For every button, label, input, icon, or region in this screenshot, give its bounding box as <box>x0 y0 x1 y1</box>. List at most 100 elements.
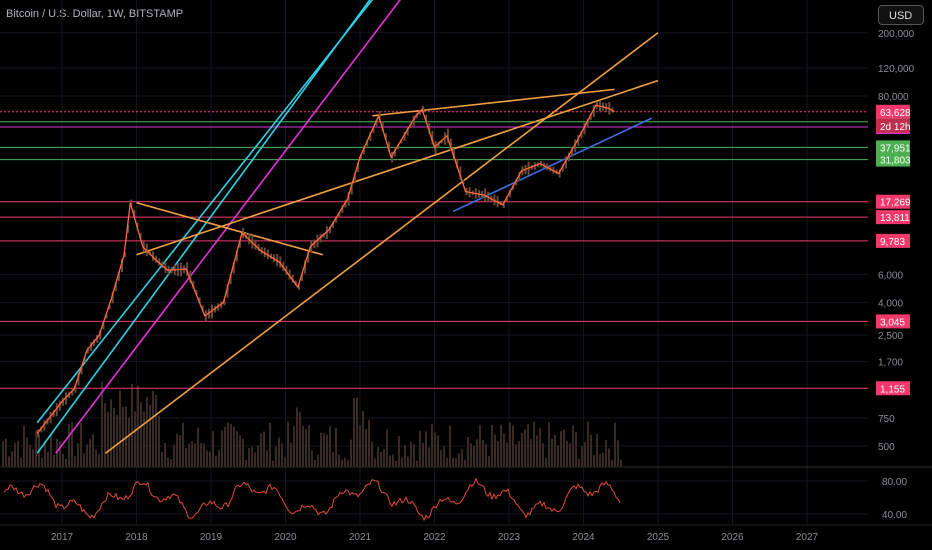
price-candle <box>372 126 375 134</box>
volume-bar <box>422 442 424 467</box>
price-candle <box>344 200 347 208</box>
volume-bar <box>110 399 112 467</box>
price-candle <box>412 115 415 127</box>
moving-average-line <box>36 104 615 434</box>
volume-bar <box>239 435 241 467</box>
volume-bar <box>35 429 37 467</box>
price-axis-label: 63,628 <box>880 108 911 119</box>
volume-bar <box>569 443 571 467</box>
volume-bar <box>530 439 532 467</box>
volume-bar <box>581 446 583 467</box>
volume-bar <box>284 457 286 467</box>
volume-bar <box>398 436 400 467</box>
volume-bar <box>602 452 604 467</box>
price-label-box <box>876 104 910 119</box>
price-candle <box>397 144 400 150</box>
volume-bar <box>497 441 499 467</box>
price-candle <box>462 180 465 185</box>
price-candle <box>509 189 511 198</box>
volume-bar <box>8 456 10 467</box>
price-candle <box>456 158 459 169</box>
volume-bar <box>458 453 460 467</box>
volume-bar <box>311 450 313 467</box>
price-candle <box>155 255 158 263</box>
volume-bar <box>521 432 523 467</box>
price-candle <box>301 273 304 281</box>
volume-bar <box>11 451 13 467</box>
volume-bar <box>608 448 610 467</box>
volume-bar <box>452 457 454 467</box>
volume-bar <box>551 438 553 467</box>
volume-bar <box>611 460 613 467</box>
price-candle <box>347 191 350 206</box>
volume-bar <box>158 415 160 467</box>
volume-bar <box>434 432 436 467</box>
price-candle <box>40 426 43 433</box>
price-candle <box>437 141 440 148</box>
volume-bar <box>542 443 544 467</box>
price-candle <box>226 284 229 298</box>
price-candle <box>130 199 133 206</box>
volume-bar <box>326 434 328 467</box>
volume-bar <box>386 429 388 467</box>
price-candle <box>201 305 204 311</box>
price-candle <box>425 114 428 123</box>
price-candle <box>251 234 254 249</box>
price-candle <box>164 261 167 274</box>
volume-bar <box>407 456 409 467</box>
price-candle <box>515 178 518 186</box>
price-candle <box>375 119 378 126</box>
price-candle <box>369 132 372 141</box>
volume-bar <box>596 433 598 467</box>
volume-bar <box>323 433 325 467</box>
price-candle <box>189 270 192 283</box>
volume-bar <box>248 448 250 467</box>
price-candle <box>136 222 139 227</box>
currency-button[interactable]: USD <box>878 5 924 25</box>
price-candle <box>117 271 120 281</box>
price-candle <box>387 141 390 152</box>
price-candle <box>502 201 505 209</box>
volume-bar <box>305 429 307 467</box>
volume-bar <box>380 451 382 467</box>
volume-bar <box>152 390 154 467</box>
price-candle <box>409 124 412 129</box>
volume-bar <box>473 445 475 467</box>
price-axis-label: 31,803 <box>880 156 911 167</box>
volume-bar <box>557 445 559 467</box>
volume-bar <box>50 434 52 467</box>
countdown-box <box>876 118 910 133</box>
price-candle <box>102 321 105 330</box>
volume-bar <box>236 431 238 467</box>
price-candle <box>105 314 108 319</box>
volume-bar <box>113 407 115 467</box>
volume-bar <box>329 426 331 467</box>
volume-bar <box>446 457 448 467</box>
price-candle <box>316 234 319 248</box>
volume-bar <box>161 452 163 467</box>
price-axis-label: 17,269 <box>880 198 911 209</box>
price-candle <box>558 169 561 178</box>
price-candle <box>453 148 456 161</box>
volume-bar <box>71 422 73 467</box>
price-candle <box>58 400 61 411</box>
price-candle <box>254 239 257 250</box>
volume-bar <box>92 434 94 467</box>
volume-bar <box>191 441 193 467</box>
volume-bar <box>455 458 457 467</box>
volume-bar <box>389 455 391 467</box>
price-axis-label: 200,000 <box>878 29 915 40</box>
price-candle <box>322 232 325 238</box>
volume-bar <box>317 454 319 467</box>
price-candle <box>418 110 421 115</box>
volume-bar <box>137 385 139 467</box>
volume-bar <box>260 433 262 467</box>
price-label-box <box>876 140 910 155</box>
price-candle <box>158 258 161 266</box>
volume-bar <box>338 454 340 467</box>
volume-bar <box>20 457 22 467</box>
volume-bar <box>170 459 172 467</box>
volume-bar <box>95 449 97 467</box>
price-candle <box>37 429 40 438</box>
